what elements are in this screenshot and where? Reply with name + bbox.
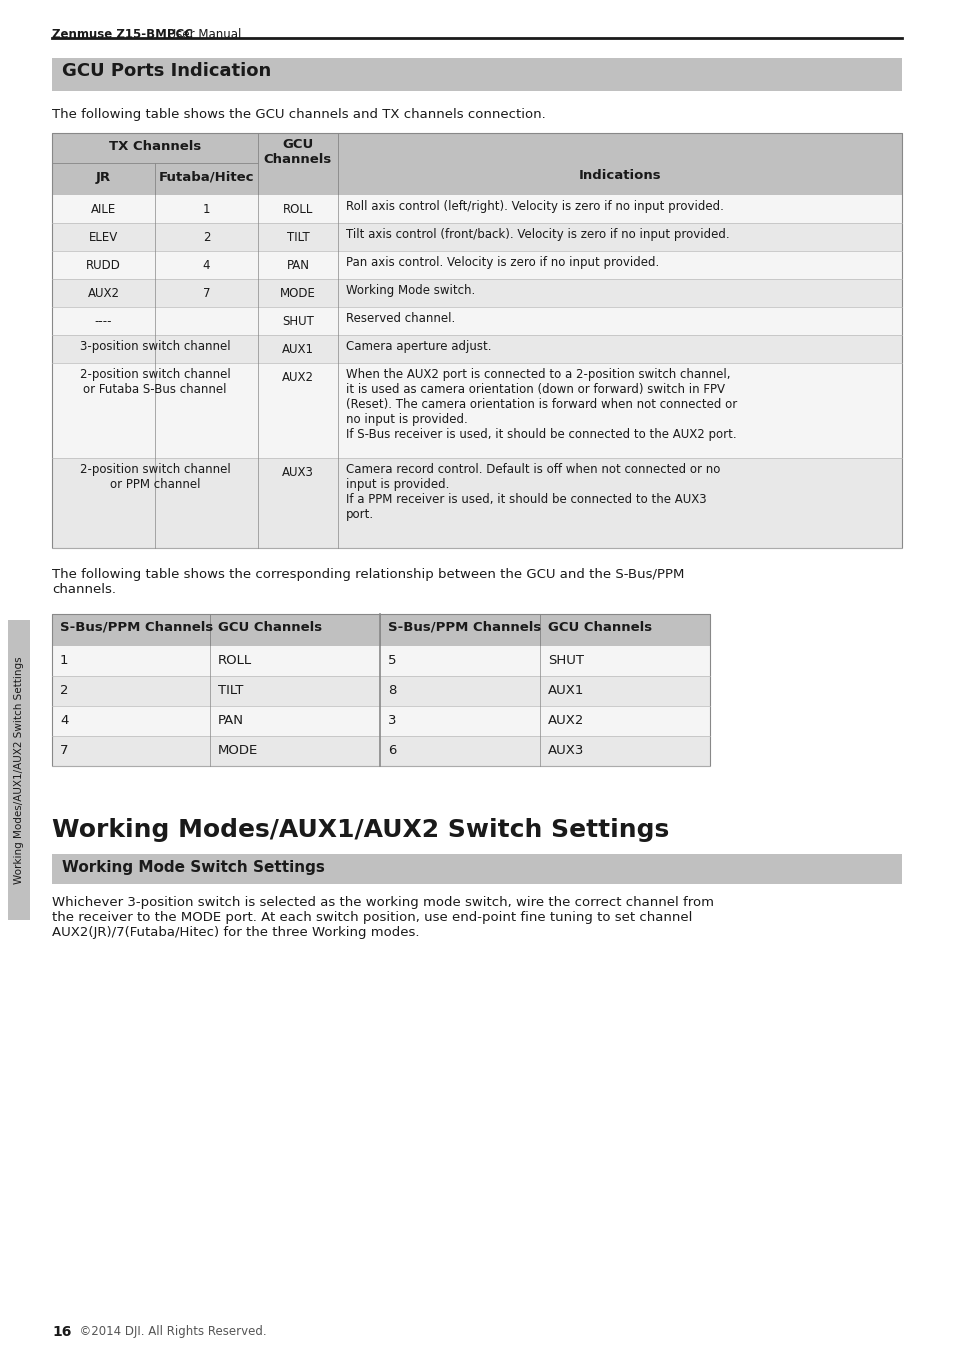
FancyBboxPatch shape [52, 854, 901, 884]
Text: 1: 1 [60, 654, 69, 668]
Text: 7: 7 [203, 287, 210, 301]
Text: Futaba/Hitec: Futaba/Hitec [158, 171, 254, 184]
FancyBboxPatch shape [52, 162, 154, 195]
Text: GCU Channels: GCU Channels [547, 621, 652, 634]
Text: AUX3: AUX3 [282, 466, 314, 479]
Text: 2: 2 [60, 684, 69, 697]
FancyBboxPatch shape [379, 613, 539, 646]
FancyBboxPatch shape [52, 676, 379, 705]
Text: When the AUX2 port is connected to a 2-position switch channel,
it is used as ca: When the AUX2 port is connected to a 2-p… [346, 368, 737, 441]
FancyBboxPatch shape [52, 307, 901, 334]
FancyBboxPatch shape [52, 250, 901, 279]
Text: 16: 16 [52, 1326, 71, 1339]
Text: RUDD: RUDD [86, 259, 121, 272]
Text: Camera record control. Default is off when not connected or no
input is provided: Camera record control. Default is off wh… [346, 463, 720, 521]
Text: 2-position switch channel
or Futaba S-Bus channel: 2-position switch channel or Futaba S-Bu… [79, 368, 230, 395]
Text: GCU
Channels: GCU Channels [264, 138, 332, 167]
FancyBboxPatch shape [379, 676, 709, 705]
Text: 6: 6 [388, 743, 395, 757]
Text: Working Mode switch.: Working Mode switch. [346, 284, 475, 297]
Text: Whichever 3-position switch is selected as the working mode switch, wire the cor: Whichever 3-position switch is selected … [52, 896, 713, 940]
Text: 7: 7 [60, 743, 69, 757]
FancyBboxPatch shape [379, 737, 709, 766]
Text: Roll axis control (left/right). Velocity is zero if no input provided.: Roll axis control (left/right). Velocity… [346, 200, 723, 213]
Text: AUX2: AUX2 [88, 287, 119, 301]
Text: Working Modes/AUX1/AUX2 Switch Settings: Working Modes/AUX1/AUX2 Switch Settings [14, 657, 24, 884]
FancyBboxPatch shape [52, 737, 379, 766]
Text: The following table shows the GCU channels and TX channels connection.: The following table shows the GCU channe… [52, 108, 545, 121]
Text: ELEV: ELEV [89, 232, 118, 244]
Text: AUX1: AUX1 [282, 343, 314, 356]
Text: 2-position switch channel
or PPM channel: 2-position switch channel or PPM channel [79, 463, 230, 492]
Text: ROLL: ROLL [218, 654, 252, 668]
Text: ----: ---- [94, 315, 112, 328]
Text: SHUT: SHUT [282, 315, 314, 328]
Text: MODE: MODE [280, 287, 315, 301]
FancyBboxPatch shape [52, 363, 901, 458]
FancyBboxPatch shape [52, 613, 210, 646]
FancyBboxPatch shape [8, 620, 30, 919]
Text: S-Bus/PPM Channels: S-Bus/PPM Channels [388, 621, 540, 634]
FancyBboxPatch shape [52, 334, 901, 363]
Text: Indications: Indications [578, 169, 660, 181]
Text: The following table shows the corresponding relationship between the GCU and the: The following table shows the correspond… [52, 567, 683, 596]
Text: 8: 8 [388, 684, 395, 697]
Text: TILT: TILT [218, 684, 243, 697]
FancyBboxPatch shape [52, 705, 379, 737]
Text: S-Bus/PPM Channels: S-Bus/PPM Channels [60, 621, 213, 634]
FancyBboxPatch shape [337, 133, 901, 195]
Text: Reserved channel.: Reserved channel. [346, 311, 455, 325]
Text: TX Channels: TX Channels [109, 139, 201, 153]
FancyBboxPatch shape [52, 646, 379, 676]
Text: 5: 5 [388, 654, 396, 668]
Text: Pan axis control. Velocity is zero if no input provided.: Pan axis control. Velocity is zero if no… [346, 256, 659, 269]
Text: 4: 4 [60, 714, 69, 727]
Text: MODE: MODE [218, 743, 258, 757]
Text: JR: JR [96, 171, 111, 184]
Text: Working Modes/AUX1/AUX2 Switch Settings: Working Modes/AUX1/AUX2 Switch Settings [52, 818, 669, 842]
FancyBboxPatch shape [52, 458, 901, 548]
Text: AUX1: AUX1 [547, 684, 584, 697]
Text: AILE: AILE [91, 203, 116, 217]
Text: PAN: PAN [286, 259, 309, 272]
Text: Tilt axis control (front/back). Velocity is zero if no input provided.: Tilt axis control (front/back). Velocity… [346, 227, 729, 241]
Text: TILT: TILT [286, 232, 309, 244]
Text: PAN: PAN [218, 714, 244, 727]
Text: ©2014 DJI. All Rights Reserved.: ©2014 DJI. All Rights Reserved. [71, 1326, 266, 1338]
Text: 1: 1 [203, 203, 210, 217]
Text: AUX3: AUX3 [547, 743, 584, 757]
Text: 3-position switch channel: 3-position switch channel [80, 340, 230, 353]
Text: AUX2: AUX2 [282, 371, 314, 385]
FancyBboxPatch shape [210, 613, 379, 646]
Text: ROLL: ROLL [282, 203, 313, 217]
FancyBboxPatch shape [52, 133, 257, 162]
Text: Camera aperture adjust.: Camera aperture adjust. [346, 340, 491, 353]
FancyBboxPatch shape [539, 613, 709, 646]
Text: AUX2: AUX2 [547, 714, 584, 727]
Text: 3: 3 [388, 714, 396, 727]
Text: SHUT: SHUT [547, 654, 583, 668]
FancyBboxPatch shape [52, 58, 901, 91]
FancyBboxPatch shape [52, 279, 901, 307]
FancyBboxPatch shape [379, 705, 709, 737]
Text: User Manual: User Manual [164, 28, 241, 41]
Text: 2: 2 [203, 232, 210, 244]
Text: Zenmuse Z15-BMPCC: Zenmuse Z15-BMPCC [52, 28, 193, 41]
Text: GCU Channels: GCU Channels [218, 621, 322, 634]
FancyBboxPatch shape [52, 195, 901, 223]
Text: 4: 4 [203, 259, 210, 272]
Text: GCU Ports Indication: GCU Ports Indication [62, 62, 271, 80]
FancyBboxPatch shape [52, 223, 901, 250]
FancyBboxPatch shape [154, 162, 257, 195]
FancyBboxPatch shape [379, 646, 709, 676]
Text: Working Mode Switch Settings: Working Mode Switch Settings [62, 860, 325, 875]
FancyBboxPatch shape [257, 133, 337, 195]
